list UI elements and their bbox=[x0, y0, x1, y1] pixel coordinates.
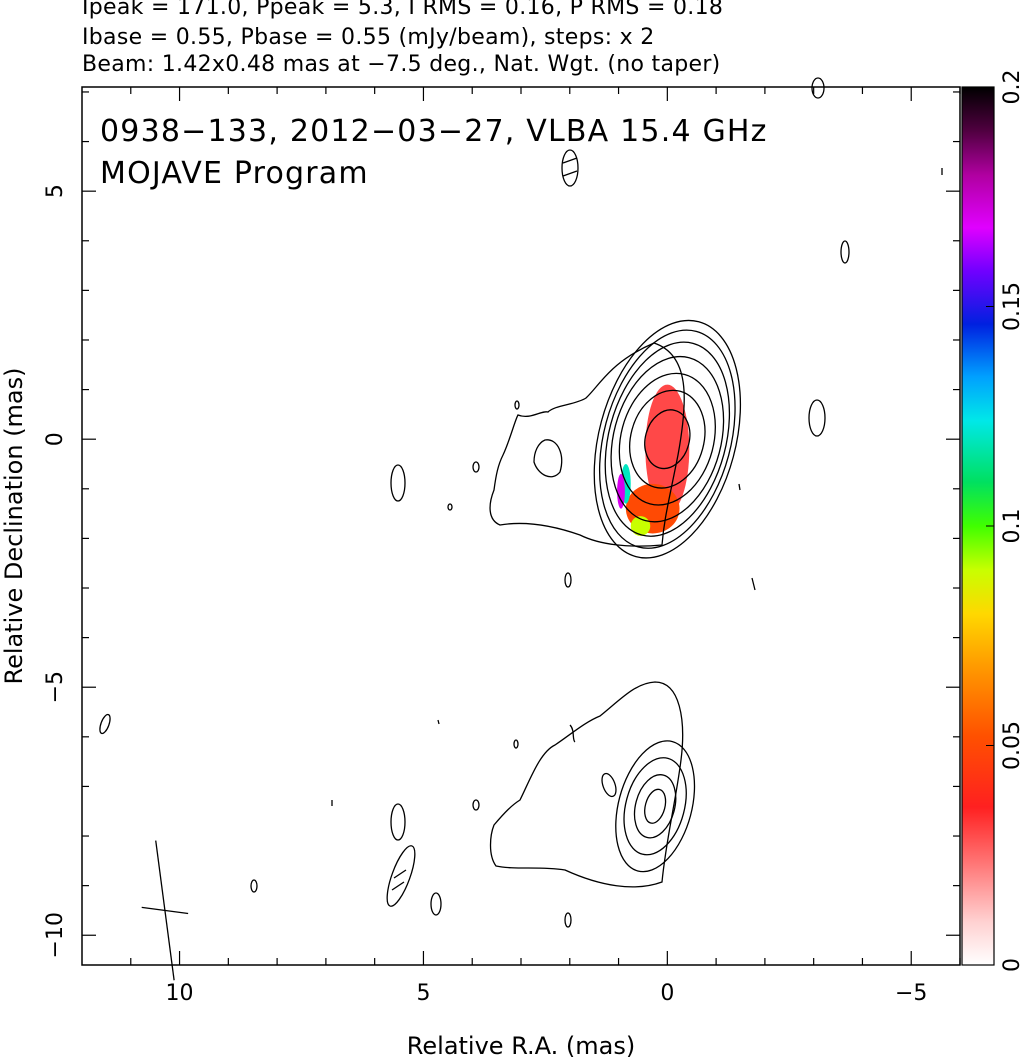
noise-contour bbox=[564, 572, 572, 588]
colorbar-tick-label: 0 bbox=[1000, 958, 1021, 972]
noise-contour bbox=[99, 713, 111, 735]
polarization-patch bbox=[617, 473, 625, 509]
axis-ticks bbox=[82, 87, 961, 965]
noise-contour bbox=[391, 881, 405, 891]
x-tick-label: 10 bbox=[166, 981, 194, 1006]
noise-contour bbox=[472, 461, 480, 473]
header-stats-line: Ipeak = 171.0, Ppeak = 5.3, I RMS = 0.16… bbox=[82, 0, 724, 20]
noise-contour bbox=[561, 149, 579, 187]
y-axis-label: Relative Declination (mas) bbox=[0, 367, 28, 684]
x-tick-label: −5 bbox=[895, 981, 927, 1006]
contour-level bbox=[623, 757, 687, 856]
x-axis-label: Relative R.A. (mas) bbox=[407, 1032, 635, 1060]
colorbar-tick-label: 0.05 bbox=[1000, 721, 1021, 770]
noise-contour bbox=[390, 464, 406, 502]
contour-level bbox=[633, 774, 677, 839]
noise-contour bbox=[250, 879, 258, 893]
contour-level bbox=[615, 740, 696, 873]
noise-contour bbox=[738, 483, 741, 491]
upper-core-contours bbox=[593, 319, 742, 559]
noise-contour bbox=[386, 845, 416, 907]
noise-contour bbox=[562, 170, 578, 177]
noise-contour bbox=[840, 240, 850, 264]
beam-minor-axis bbox=[141, 906, 189, 915]
plot-frame bbox=[81, 86, 961, 966]
contour-level bbox=[629, 389, 706, 489]
upper-jet-outer-contour bbox=[489, 342, 685, 547]
contour-level bbox=[593, 319, 742, 559]
jet-contours bbox=[489, 342, 685, 888]
header-base-line: Ibase = 0.55, Pbase = 0.55 (mJy/beam), s… bbox=[82, 25, 655, 50]
header-beam-line: Beam: 1.42x0.48 mas at −7.5 deg., Nat. W… bbox=[82, 52, 721, 77]
noise-contour bbox=[564, 912, 572, 928]
noise-contour bbox=[514, 400, 520, 410]
contour-level bbox=[598, 329, 736, 549]
noise-contour bbox=[808, 399, 826, 437]
noise-contour bbox=[513, 739, 519, 749]
x-tick-label: 5 bbox=[416, 981, 430, 1006]
noise-contour bbox=[811, 77, 825, 99]
plot-title-line1: 0938−133, 2012−03−27, VLBA 15.4 GHz bbox=[100, 114, 768, 149]
noise-contour bbox=[601, 772, 617, 798]
noise-contour bbox=[562, 157, 578, 164]
beam-marker bbox=[141, 840, 189, 981]
noise-contour bbox=[472, 799, 480, 811]
contour-level bbox=[610, 355, 725, 523]
upper-jet-hole-contour bbox=[533, 439, 563, 478]
noise-contour bbox=[393, 869, 407, 879]
noise-contour bbox=[390, 803, 406, 841]
y-tick-label: −5 bbox=[43, 671, 68, 703]
lower-jet-outer-contour bbox=[489, 681, 684, 888]
noise-contour bbox=[430, 892, 442, 916]
colorbar-tick-label: 0.2 bbox=[1000, 70, 1021, 105]
noise-contour bbox=[569, 724, 576, 743]
colorbar-tick-label: 0.1 bbox=[1000, 509, 1021, 544]
polarization-layer bbox=[617, 384, 690, 536]
colorbar-labels: 0 0.05 0.1 0.15 0.2 bbox=[986, 70, 1021, 972]
y-tick-label: −10 bbox=[43, 912, 68, 958]
x-tick-label: 0 bbox=[660, 981, 674, 1006]
noise-contour bbox=[751, 577, 756, 591]
axis-tick-labels: 10 5 0 −5 5 0 −5 −10 bbox=[43, 184, 927, 1006]
plot-title-line2: MOJAVE Program bbox=[100, 156, 369, 191]
y-tick-label: 0 bbox=[43, 432, 68, 446]
noise-contours bbox=[99, 77, 943, 928]
contour-level bbox=[618, 372, 716, 506]
noise-contour bbox=[447, 503, 453, 511]
contour-level bbox=[644, 409, 691, 470]
lower-core-contours bbox=[615, 740, 696, 873]
y-tick-label: 5 bbox=[43, 184, 68, 198]
contour-level bbox=[644, 788, 667, 824]
colorbar-tick-label: 0.15 bbox=[1000, 282, 1021, 331]
noise-contour bbox=[437, 719, 440, 725]
contour-level bbox=[604, 341, 731, 537]
